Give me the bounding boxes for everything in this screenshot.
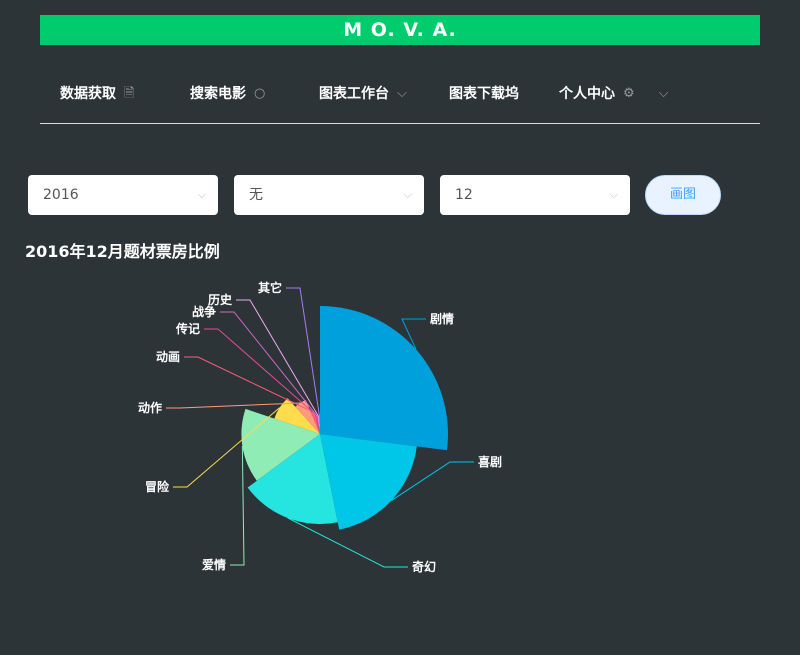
leader-line [220,311,318,417]
gear-icon: ⚙ [623,86,635,101]
leader-line [391,461,474,501]
chevron-down-icon: ⌵ [403,188,412,201]
leader-line [166,402,301,409]
leader-line [401,318,426,350]
leader-line [287,517,408,568]
slice-冒险[interactable] [274,398,320,434]
month-value: 12 [455,187,473,203]
slice-label: 爱情 [202,557,226,572]
nav-item-chart-workbench[interactable]: 图表工作台 ⌵ [319,64,407,124]
year-select[interactable]: 2016 ⌵ [28,175,218,215]
slice-其它[interactable] [318,416,320,434]
nav-label: 个人中心 [559,86,615,102]
nav-bar: 数据获取 🗎 搜索电影 ○ 图表工作台 ⌵ 图表下载坞 个人中心 ⚙ ⌵ [40,64,760,124]
slice-爱情[interactable] [241,408,320,481]
slice-label: 动画 [156,350,180,364]
slice-动作[interactable] [295,400,320,434]
document-icon: 🗎 [124,86,135,101]
slice-剧情[interactable] [320,306,448,451]
leader-line [286,287,320,417]
leader-line [184,356,313,413]
nav-item-chart-download[interactable]: 图表下载坞 [449,64,519,124]
month-select[interactable]: 12 ⌵ [440,175,630,215]
year-value: 2016 [43,187,79,203]
nav-label: 搜索电影 [190,86,246,102]
slice-label: 传记 [175,321,200,336]
nav-item-data-fetch[interactable]: 数据获取 🗎 [60,64,134,124]
slice-label: 动作 [138,400,162,415]
search-icon: ○ [254,86,266,101]
slice-label: 喜剧 [478,454,502,469]
slice-战争[interactable] [316,416,320,434]
slice-label: 奇幻 [412,559,436,574]
draw-button[interactable]: 画图 [645,175,721,215]
app-banner: M O. V. A. [40,15,760,45]
leader-line [230,446,245,566]
slice-历史[interactable] [317,416,320,434]
slice-label: 剧情 [430,311,454,326]
chevron-down-icon: ⌵ [397,86,407,101]
chevron-down-icon: ⌵ [658,86,669,101]
type-select[interactable]: 无 ⌵ [234,175,424,215]
chevron-down-icon: ⌵ [609,188,618,201]
slice-喜剧[interactable] [320,434,417,530]
leader-line [173,407,281,488]
leader-line [204,328,317,416]
chart-title: 2016年12月题材票房比例 [25,242,220,261]
slice-动画[interactable] [310,411,320,434]
chevron-down-icon: ⌵ [197,188,206,201]
nav-item-search-movie[interactable]: 搜索电影 ○ [190,64,265,124]
slice-传记[interactable] [315,414,320,434]
slice-label: 冒险 [145,479,170,494]
type-value: 无 [249,187,263,203]
nav-label: 图表下载坞 [449,86,519,102]
nav-label: 数据获取 [60,86,116,102]
nav-item-personal-center[interactable]: 个人中心 ⚙ ⌵ [559,64,669,124]
slice-奇幻[interactable] [247,434,338,525]
leader-line [236,299,319,417]
slice-label: 历史 [208,292,233,307]
slice-label: 其它 [258,280,282,295]
nav-label: 图表工作台 [319,86,389,102]
slice-label: 战争 [192,304,216,319]
